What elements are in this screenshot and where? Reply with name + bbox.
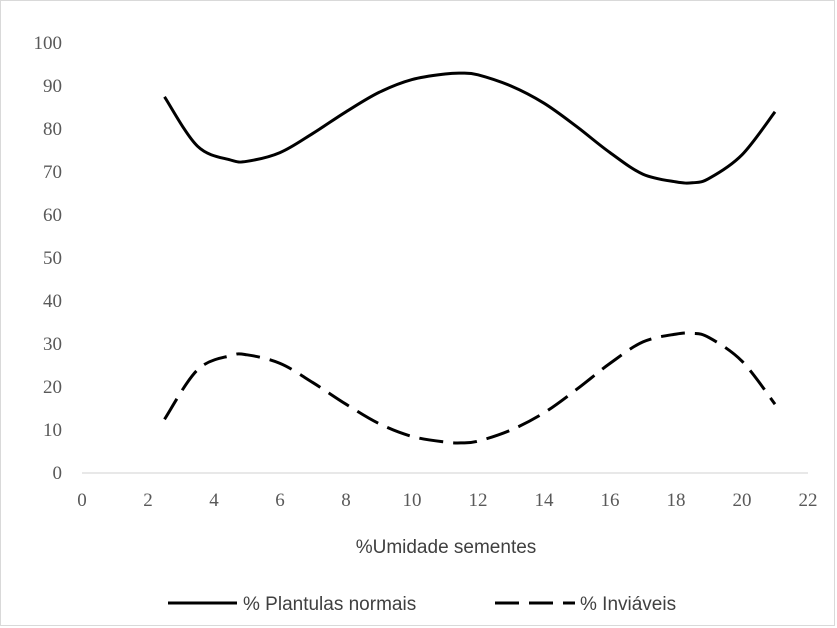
x-tick-label: 10 bbox=[403, 490, 422, 511]
y-tick-label: 20 bbox=[43, 377, 62, 398]
y-tick-label: 40 bbox=[43, 291, 62, 312]
y-tick-label: 90 bbox=[43, 76, 62, 97]
y-tick-label: 50 bbox=[43, 248, 62, 269]
y-tick-label: 60 bbox=[43, 205, 62, 226]
x-tick-label: 8 bbox=[341, 490, 351, 511]
y-tick-label: 70 bbox=[43, 162, 62, 183]
x-axis-ticks: 0 2 4 6 8 10 12 14 16 18 20 22 bbox=[77, 490, 817, 511]
x-tick-label: 12 bbox=[469, 490, 488, 511]
x-tick-label: 18 bbox=[667, 490, 686, 511]
y-axis-ticks: 0 10 20 30 40 50 60 70 80 90 100 bbox=[34, 33, 63, 484]
series-layer bbox=[163, 71, 777, 445]
y-tick-label: 80 bbox=[43, 119, 62, 140]
y-tick-label: 100 bbox=[34, 33, 63, 54]
x-axis-title: %Umidade sementes bbox=[356, 537, 537, 558]
x-tick-label: 6 bbox=[275, 490, 285, 511]
legend-label: % Inviáveis bbox=[580, 594, 676, 615]
legend-label: % Plantulas normais bbox=[243, 594, 416, 615]
x-tick-label: 22 bbox=[799, 490, 818, 511]
x-tick-label: 20 bbox=[733, 490, 752, 511]
series-line-inviaveis bbox=[163, 331, 777, 445]
x-tick-label: 2 bbox=[143, 490, 153, 511]
x-tick-label: 4 bbox=[209, 490, 219, 511]
y-tick-label: 0 bbox=[53, 463, 63, 484]
y-tick-label: 10 bbox=[43, 420, 62, 441]
x-tick-label: 0 bbox=[77, 490, 87, 511]
x-tick-label: 14 bbox=[535, 490, 555, 511]
x-tick-label: 16 bbox=[601, 490, 620, 511]
series-line-plantulas-normais bbox=[163, 71, 777, 185]
y-tick-label: 30 bbox=[43, 334, 62, 355]
legend: % Plantulas normais % Inviáveis bbox=[168, 594, 676, 615]
